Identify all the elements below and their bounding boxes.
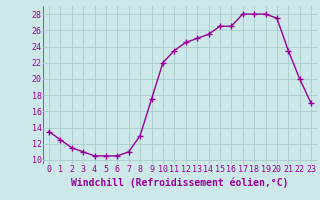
X-axis label: Windchill (Refroidissement éolien,°C): Windchill (Refroidissement éolien,°C)	[71, 177, 289, 188]
